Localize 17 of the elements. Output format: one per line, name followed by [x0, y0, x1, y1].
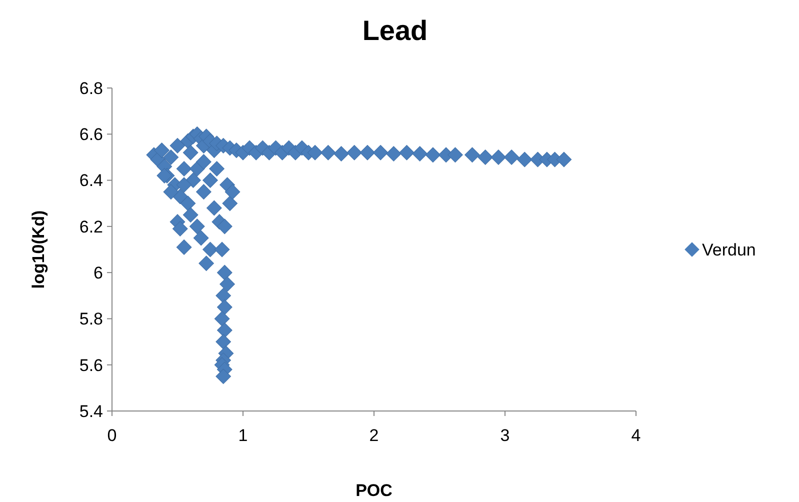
x-tick-label: 0 [107, 426, 117, 445]
x-tick-label: 3 [500, 426, 510, 445]
x-tick-label: 2 [369, 426, 379, 445]
legend-label: Verdun [702, 240, 756, 260]
y-tick-label: 6.4 [79, 171, 103, 190]
y-tick-label: 6 [94, 264, 103, 283]
y-tick-label: 6.8 [79, 78, 103, 98]
y-tick-label: 6.2 [79, 217, 103, 236]
chart-title: Lead [362, 15, 428, 46]
x-axis-title: POC [356, 481, 392, 500]
y-axis-title: log10(Kd) [29, 210, 48, 289]
y-tick-label: 5.4 [79, 402, 103, 421]
y-tick-label: 5.8 [79, 310, 103, 329]
x-tick-label: 1 [238, 426, 248, 445]
y-tick-label: 6.6 [79, 125, 103, 144]
x-tick-label: 4 [631, 426, 641, 445]
y-tick-label: 5.6 [79, 356, 103, 375]
